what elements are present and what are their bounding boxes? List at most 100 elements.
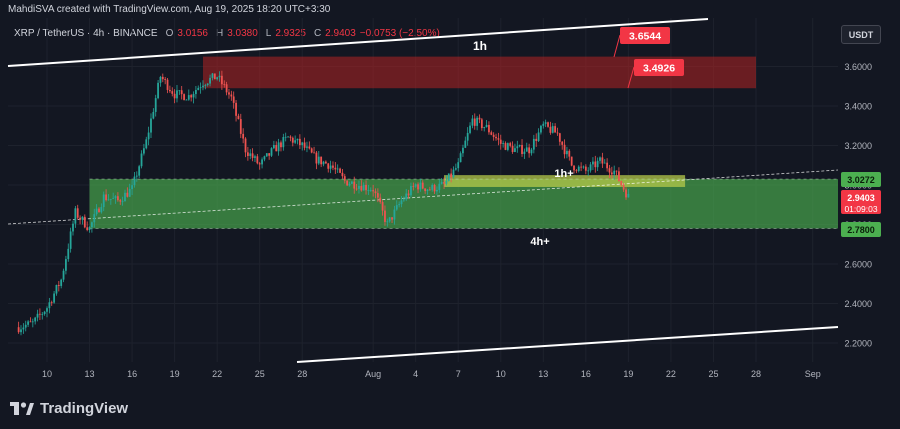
x-tick-label: Sep xyxy=(805,369,821,379)
candle-body xyxy=(537,132,540,141)
channel-upper-line[interactable] xyxy=(7,18,709,67)
x-tick-label: 22 xyxy=(666,369,676,379)
candle-body xyxy=(511,145,514,153)
channel-lower-line[interactable] xyxy=(296,326,839,363)
candle-body xyxy=(76,208,79,218)
candle-body xyxy=(594,161,597,168)
candle-body xyxy=(22,327,25,330)
candle-body xyxy=(282,137,285,148)
x-tick-label: 22 xyxy=(212,369,222,379)
candle-body xyxy=(327,163,330,169)
change-value: −0.0753 (−2.50%) xyxy=(359,28,440,39)
axis-label-zone-top-box[interactable] xyxy=(841,172,881,187)
candle-body xyxy=(620,181,623,185)
candle-body xyxy=(348,183,351,186)
annotations-layer: 1h 1h+ 4h+ 3.6544 3.4926 xyxy=(473,27,684,248)
candle-body xyxy=(535,138,538,141)
candle-body xyxy=(443,182,445,184)
candle-body xyxy=(237,115,240,120)
candle-body xyxy=(223,84,226,86)
candle-body xyxy=(308,146,311,149)
candle-body xyxy=(587,170,590,172)
axis-label-zone-bottom-value: 2.7800 xyxy=(847,225,875,235)
candle-body xyxy=(69,231,72,249)
candle-body xyxy=(317,156,320,164)
candle-body xyxy=(374,191,377,194)
time-axis[interactable]: 10 13 16 19 22 25 28 Aug 4 7 10 13 16 19 22 25 28 Sep xyxy=(42,369,821,379)
candle-body xyxy=(438,183,441,190)
candle-body xyxy=(589,164,592,171)
axis-label-last-price-value: 2.9403 xyxy=(847,193,875,203)
candle-body xyxy=(459,153,462,163)
candle-body xyxy=(183,94,185,101)
callout-low-box[interactable] xyxy=(634,59,684,76)
candle-body xyxy=(287,136,289,138)
candle-body xyxy=(232,96,235,103)
candle-body xyxy=(551,126,554,133)
candle-body xyxy=(197,87,200,90)
candle-body xyxy=(53,293,55,303)
candle-body xyxy=(469,125,471,133)
axis-label-last-price-box[interactable] xyxy=(841,190,881,214)
candle-body xyxy=(431,184,434,190)
callout-high-text: 3.6544 xyxy=(629,31,661,43)
candle-body xyxy=(185,99,188,101)
candle-body xyxy=(91,222,93,228)
candle-body xyxy=(315,152,318,164)
candle-body xyxy=(258,163,261,165)
x-tick-label: Aug xyxy=(365,369,381,379)
y-tick-label: 3.2000 xyxy=(844,141,872,151)
candle-body xyxy=(121,201,124,203)
candle-body xyxy=(549,126,552,133)
published-by-text: MahdiSVA created with TradingView.com, A… xyxy=(8,4,331,15)
symbol-label[interactable]: XRP / TetherUS · 4h · BINANCE xyxy=(14,28,158,39)
candle-body xyxy=(353,181,356,189)
candle-body xyxy=(386,221,389,223)
y-tick-label: 2.6000 xyxy=(844,260,872,270)
candle-body xyxy=(98,208,100,213)
close-value: 2.9403 xyxy=(325,28,356,39)
candle-body xyxy=(573,165,575,171)
candle-body xyxy=(528,147,531,154)
candle-body xyxy=(124,192,126,202)
candle-body xyxy=(554,126,557,133)
y-tick-label: 2.2000 xyxy=(844,339,872,349)
candle-body xyxy=(615,170,618,172)
candle-body xyxy=(67,248,70,260)
candle-body xyxy=(36,313,39,318)
price-chart[interactable]: 1h 1h+ 4h+ 3.6544 3.4926 2.2000 2.4000 2.6000 2… xyxy=(0,0,900,388)
dashed-trendline[interactable] xyxy=(7,169,839,225)
candle-body xyxy=(320,156,323,165)
candle-body xyxy=(268,153,271,156)
zone-minor-demand[interactable] xyxy=(444,175,686,187)
candle-body xyxy=(119,200,122,202)
candle-body xyxy=(256,156,259,164)
axis-label-zone-bottom-box[interactable] xyxy=(841,222,881,237)
candle-body xyxy=(566,150,568,155)
price-axis[interactable]: 2.20002.40002.60002.80003.00003.20003.40… xyxy=(841,62,881,349)
candle-body xyxy=(608,168,611,173)
candle-body xyxy=(105,194,107,201)
candle-body xyxy=(194,89,197,95)
zone-demand[interactable] xyxy=(89,179,839,229)
tradingview-brand[interactable]: TradingView xyxy=(10,400,128,417)
candle-body xyxy=(334,167,337,170)
callout-high-box[interactable] xyxy=(620,27,670,44)
x-tick-label: 28 xyxy=(751,369,761,379)
candle-body xyxy=(246,152,249,156)
candle-body xyxy=(492,134,495,137)
candle-body xyxy=(93,214,96,223)
candle-body xyxy=(62,270,65,280)
candle-body xyxy=(228,92,230,95)
candle-body xyxy=(142,148,145,154)
candle-body xyxy=(332,165,334,168)
candle-body xyxy=(436,189,438,192)
candle-body xyxy=(301,142,304,146)
candle-body xyxy=(74,208,77,224)
candle-body xyxy=(532,138,535,150)
candle-body xyxy=(291,137,294,143)
candle-body xyxy=(575,170,578,172)
candle-body xyxy=(176,90,178,99)
currency-selector[interactable]: USDT xyxy=(841,25,881,44)
